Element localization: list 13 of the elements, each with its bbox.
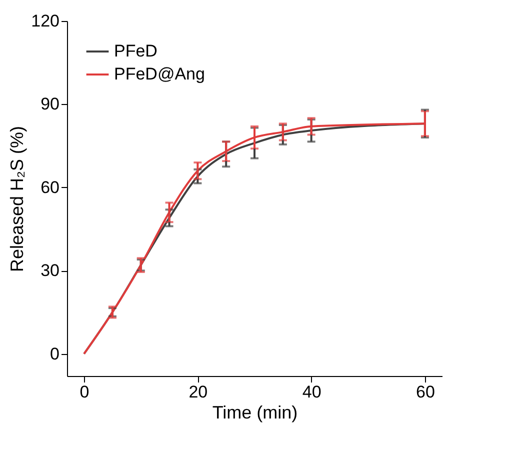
y-tick-label: 0	[50, 344, 60, 364]
y-tick-label: 30	[40, 261, 60, 280]
x-tick-label: 20	[188, 382, 208, 402]
y-axis-title: Released H₂S (%)	[7, 126, 28, 272]
x-tick-label: 0	[80, 382, 90, 402]
y-tick-label: 120	[31, 12, 60, 30]
legend-label: PFeD	[114, 42, 158, 60]
x-tick-label: 40	[302, 382, 322, 402]
x-axis-title: Time (min)	[212, 402, 298, 422]
x-tick-label: 60	[416, 382, 435, 402]
legend-label: PFeD@Ang	[114, 64, 205, 84]
y-tick-label: 90	[40, 94, 60, 114]
y-tick-label: 60	[40, 178, 60, 197]
